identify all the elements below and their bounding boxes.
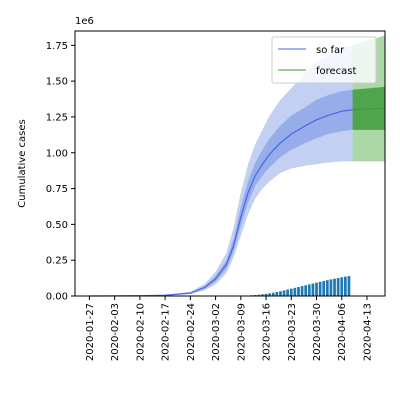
x-tick-label: 2020-02-03 — [110, 303, 121, 361]
x-tick-label: 2020-04-13 — [362, 303, 373, 361]
observed-bar — [282, 290, 286, 296]
observed-bar — [279, 291, 282, 296]
observed-bar — [275, 291, 279, 296]
observed-bar — [257, 294, 261, 296]
forecast-inner-band — [352, 86, 385, 130]
median-line — [89, 109, 353, 297]
observed-bar — [261, 294, 264, 296]
y-tick-label: 1.75 — [46, 41, 68, 52]
observed-bar — [322, 280, 326, 296]
observed-bar — [325, 280, 329, 296]
x-axis: 2020-01-27 2020-02-03 2020-02-10 2020-02-17… — [85, 296, 373, 361]
observed-bar — [271, 292, 275, 296]
y-tick-label: 1.00 — [46, 148, 68, 159]
observed-bar — [304, 285, 308, 296]
plot-frame — [74, 30, 386, 297]
inner-uncertainty-band — [89, 89, 353, 296]
x-tick-label: 2020-03-09 — [236, 303, 247, 361]
observed-bar — [286, 289, 290, 296]
observed-bar — [289, 288, 293, 296]
y-axis-label: Cumulative cases — [17, 119, 28, 207]
x-tick-label: 2020-02-24 — [186, 303, 197, 361]
observed-bar — [344, 276, 347, 296]
observed-bar — [336, 277, 340, 296]
y-offset-text: 1e6 — [75, 16, 94, 27]
x-tick-label: 2020-03-30 — [312, 303, 323, 361]
y-tick-label: 0.50 — [46, 220, 68, 231]
x-tick-label: 2020-03-16 — [262, 303, 273, 361]
observed-bar — [297, 286, 300, 296]
observed-bar — [340, 277, 344, 296]
observed-bar — [264, 293, 268, 296]
observed-bar — [329, 279, 333, 296]
observed-bar — [293, 287, 297, 296]
observed-bar — [315, 282, 318, 296]
y-tick-label: 1.25 — [46, 112, 68, 123]
y-tick-label: 0.75 — [46, 184, 68, 195]
x-tick-label: 2020-01-27 — [85, 303, 96, 361]
x-tick-label: 2020-02-10 — [135, 303, 146, 361]
observed-bar — [300, 286, 304, 296]
observed-bar — [318, 281, 322, 296]
x-tick-label: 2020-04-06 — [337, 303, 348, 361]
forecast-median-line — [352, 107, 386, 111]
y-tick-label: 1.50 — [46, 77, 68, 88]
y-tick-label: 0.00 — [46, 292, 68, 303]
outer-uncertainty-band — [89, 45, 353, 296]
x-tick-label: 2020-02-17 — [161, 303, 172, 361]
x-tick-label: 2020-03-02 — [211, 303, 222, 361]
observed-bar — [268, 293, 271, 296]
x-tick-label: 2020-03-23 — [287, 303, 298, 361]
legend-label-so-far: so far — [316, 45, 345, 56]
observed-bar — [333, 278, 336, 296]
legend-label-forecast: forecast — [316, 66, 357, 77]
y-tick-label: 0.25 — [46, 256, 68, 267]
observed-bar — [311, 283, 315, 296]
legend: so far forecast — [271, 36, 377, 84]
observed-bar — [347, 276, 351, 296]
y-axis: 0.00 0.25 0.50 0.75 1.00 1.25 1.50 1.75 — [46, 41, 75, 303]
observed-bar — [307, 284, 311, 296]
